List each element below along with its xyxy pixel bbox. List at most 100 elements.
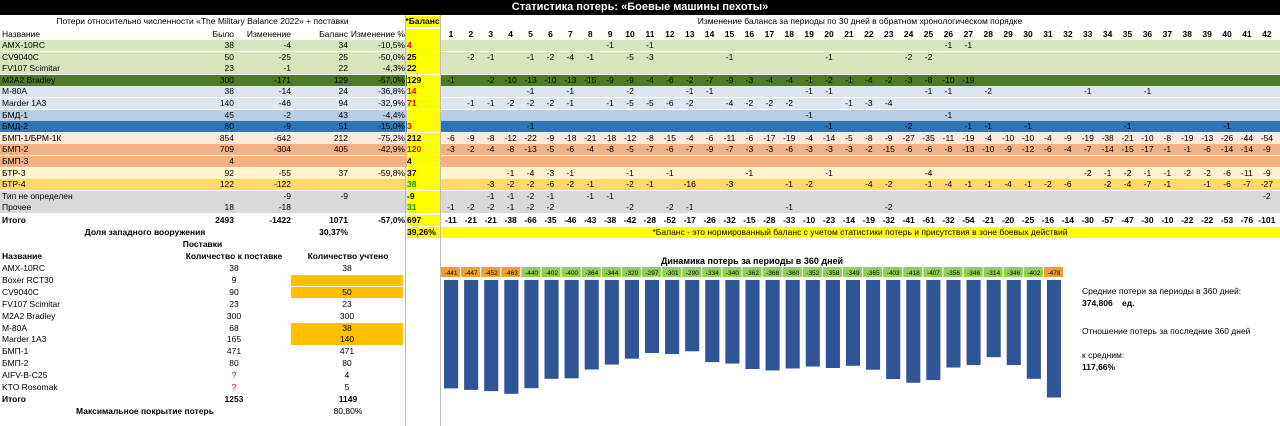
row-period-value: -1 (566, 86, 575, 96)
row-period-value (899, 86, 919, 97)
row-period-value: -7 (1143, 179, 1152, 189)
row-period-value: -6 (1223, 179, 1231, 189)
total-period-value: -52 (663, 215, 676, 225)
row-period-value (680, 156, 700, 167)
ratio-label-1: Отношение потерь за последние 360 дней (1082, 326, 1251, 336)
data-label: -447 (465, 270, 478, 277)
total-star-balance: 697 (407, 215, 440, 226)
row-period-value: -2 (865, 144, 873, 154)
row-period-value (1217, 156, 1237, 167)
row-period-value (1157, 202, 1177, 213)
row-period-value: -2 (1183, 168, 1192, 178)
data-label-bg (903, 267, 923, 277)
row-period-value (1157, 110, 1177, 121)
row-period-value (958, 52, 978, 63)
row-period-value: -9 (1064, 133, 1072, 143)
row-period-value (541, 121, 561, 132)
row-period-value (521, 110, 541, 121)
row-period-value (1197, 110, 1217, 121)
row-period-value: -4 (685, 133, 694, 143)
ratio-label-2: к средним: (1082, 350, 1125, 360)
row-period-value (740, 121, 760, 132)
row-period-value (441, 52, 461, 63)
row-period-value (1237, 75, 1257, 86)
row-period-value (779, 110, 799, 121)
row-period-value (859, 202, 879, 213)
row-period-value: -2 (984, 86, 993, 96)
row-name: БМП-1/БРМ-1К (2, 133, 62, 143)
period-header: 16 (744, 29, 755, 39)
data-label: -349 (846, 270, 859, 277)
row-period-value (958, 86, 978, 97)
row-period-value: -11 (723, 133, 736, 143)
data-label-bg (561, 267, 581, 277)
period-header: 14 (704, 29, 715, 39)
row-period-value (939, 191, 959, 202)
row-period-value: -8 (924, 75, 933, 85)
row-period-value: -4 (984, 133, 993, 143)
row-period-value: -4 (805, 133, 813, 143)
row-period-value: -1 (785, 202, 794, 212)
bar (1006, 280, 1021, 366)
data-label: -403 (887, 270, 900, 277)
data-label: -358 (826, 270, 839, 277)
bar (624, 280, 639, 359)
row-period-value (1118, 156, 1138, 167)
data-label-bg (842, 267, 863, 277)
row-period-value (1257, 110, 1277, 121)
data-label: -314 (987, 270, 1000, 277)
row-period-value: -38 (1101, 133, 1114, 143)
row-period-value (1138, 52, 1158, 63)
table-row-bg (0, 191, 1280, 202)
row-period-value: -1 (964, 179, 973, 189)
row-period-value (998, 110, 1018, 121)
row-period-value (441, 156, 461, 167)
row-period-value: -17 (1141, 144, 1154, 154)
row-period-value (759, 191, 779, 202)
row-period-value (720, 63, 740, 74)
row-period-value (1138, 156, 1158, 167)
bar (544, 280, 559, 379)
row-period-value (978, 191, 998, 202)
total-period-value: -28 (763, 215, 776, 225)
row-period-value (660, 191, 680, 202)
row-period-value (720, 110, 740, 121)
row-period-value: -1 (825, 86, 833, 96)
row-period-value (1018, 110, 1038, 121)
row-period-value: -8 (606, 144, 614, 154)
row-period-value (819, 63, 839, 74)
supply-counted: 300 (339, 311, 355, 321)
row-period-value (1018, 63, 1038, 74)
row-star-balance: 4 (407, 40, 440, 51)
row-balance: -9 (340, 191, 348, 201)
supply-qty: 68 (229, 323, 239, 333)
row-balance: 22 (338, 63, 348, 73)
row-period-value (580, 63, 600, 74)
row-period-value (1078, 40, 1098, 51)
data-label-bg (641, 267, 662, 277)
period-header: 29 (1003, 29, 1013, 39)
row-period-value (481, 121, 501, 132)
row-period-value (1157, 63, 1177, 74)
row-period-value: -18 (603, 133, 617, 143)
max-cover-label: Максимальное покрытие потерь (76, 406, 214, 416)
row-period-value (1118, 110, 1138, 121)
ratio-value: 117,66% (1082, 362, 1116, 372)
period-header: 11 (645, 29, 655, 39)
row-period-value: -13 (1200, 133, 1214, 143)
row-period-value: -54 (1260, 133, 1273, 143)
row-balance: 405 (333, 144, 348, 154)
row-period-value: -1 (1163, 144, 1172, 154)
row-period-value: -16 (683, 179, 696, 189)
table-row-bg (0, 156, 1280, 167)
row-period-value (799, 40, 819, 51)
row-period-value: -2 (467, 144, 475, 154)
row-period-value: -1 (1083, 86, 1092, 96)
row-period-value (600, 121, 620, 132)
row-period-value (441, 110, 461, 121)
period-header: 38 (1182, 29, 1192, 39)
row-period-value: -4 (1123, 179, 1132, 189)
row-name: БМП-3 (2, 156, 29, 166)
row-period-value (1217, 110, 1237, 121)
supply-counted: 50 (291, 287, 403, 298)
